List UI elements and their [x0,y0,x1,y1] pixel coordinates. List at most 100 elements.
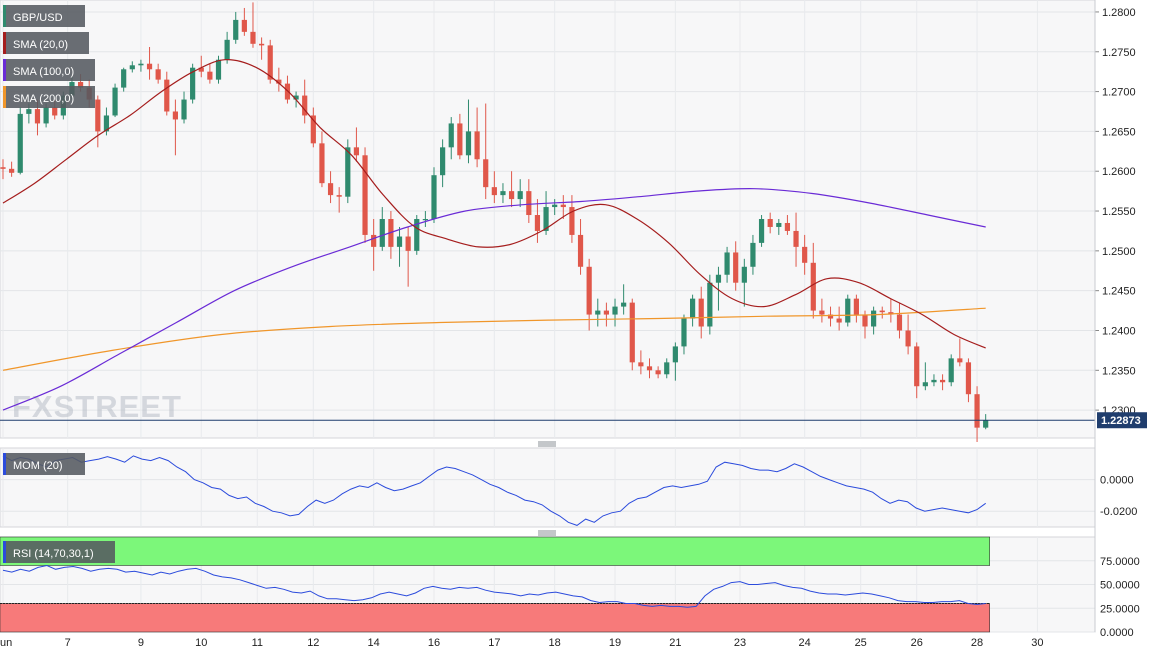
candle-down [819,310,825,315]
x-tick-label: 11 [252,637,263,649]
last-price-tag-bg [1097,412,1147,429]
candle-up [138,63,144,66]
candle-up [690,298,696,319]
candle-down [319,143,325,184]
candle-down [276,79,282,84]
candle-down [586,266,592,315]
candle-down [241,19,247,32]
x-tick-label: 19 [609,637,621,649]
candle-up [440,147,446,176]
candle-down [52,107,58,116]
candle-up [129,65,135,70]
candle-up [595,310,601,315]
candle-down [836,318,842,323]
candle-down [569,207,575,235]
candle-up [612,306,618,315]
candle-down [810,262,816,311]
candle-up [948,358,954,383]
candlestick-series [0,2,989,442]
candle-down [733,252,739,283]
candle-up [983,420,989,428]
candle-down [896,314,903,331]
candle-down [957,358,963,363]
legend-mom: MOM (20) [3,453,85,475]
candle-up [233,19,239,40]
legend-symbol-label: GBP/USD [13,12,63,24]
x-tick-label: 26 [911,637,923,649]
candle-down [577,234,584,267]
candle-down [310,115,316,144]
candle-down [371,234,377,247]
candle-up [215,59,222,80]
candle-up [345,147,351,197]
y-tick-label: 1.2800 [1102,7,1136,19]
candle-up [112,87,118,116]
candle-up [103,115,110,132]
candle-up [396,236,403,247]
x-axis: un 7 9 10 11 12 14 16 17 18 19 21 23 24 25 26 28 30 [0,637,1044,649]
candle-up [552,204,558,208]
candle-up [448,123,454,148]
candle-down [914,346,920,387]
candle-up [707,282,713,327]
legend-mom-bg [3,453,85,475]
candle-up [758,219,765,243]
mom-line [2,455,986,526]
legend-symbol-swatch [3,5,6,27]
panel-resize-handle [538,441,556,447]
candle-down [655,370,661,375]
candle-up [724,252,730,275]
legend-sma200: SMA (200,0) [3,86,95,108]
candle-up [500,191,506,196]
candle-down [784,222,791,231]
candle-down [638,362,644,367]
candle-up [871,310,877,327]
candle-up [43,107,49,124]
legend-rsi-label: RSI (14,70,30,1) [13,548,94,560]
legend-sma100: SMA (100,0) [3,59,95,81]
candle-up [922,382,928,387]
candle-down [560,204,566,208]
x-tick-label: 23 [734,637,746,649]
y-tick-label: 1.2550 [1102,206,1136,218]
candle-up [414,219,420,251]
candle-up [741,266,747,283]
legend-rsi-bg [3,541,115,563]
x-tick-label: un [0,637,12,649]
y-axes: 1.2800 1.2750 1.2700 1.2650 1.2600 1.2550 1.25… [1094,0,1147,639]
x-tick-label: 18 [549,637,561,649]
candle-down [302,95,308,116]
candle-down [77,82,84,88]
candle-up [621,302,627,307]
panel-mom-bg [0,447,1096,528]
candle-down [974,394,980,428]
y-tick-label: 1.2350 [1102,365,1136,377]
x-tick-label: 9 [138,637,144,649]
legend: GBP/USD SMA (20,0) SMA (100,0) SMA (200,0) M… [3,5,115,563]
candle-down [155,69,161,80]
candle-down [526,191,532,216]
candle-up [431,175,437,219]
candle-down [905,330,911,347]
candle-up [845,298,851,323]
legend-mom-label: MOM (20) [13,460,63,472]
legend-sma200-swatch [3,86,6,108]
candle-down [491,187,497,196]
x-tick-label: 28 [971,637,983,649]
watermark: FXSTREET [12,389,182,424]
candle-up [121,69,127,88]
candle-down [250,31,256,44]
x-tick-label: 25 [855,637,867,649]
y-tick-label: 1.2700 [1102,87,1136,99]
candle-down [405,236,411,251]
candle-up [190,67,196,100]
sma100-line [2,188,986,411]
legend-sma20: SMA (20,0) [3,32,89,54]
rsi-oversold-zone [0,603,990,633]
y-tick-label: 1.2750 [1102,47,1136,59]
candle-down [508,191,515,200]
candle-up [931,379,937,383]
candle-down [362,155,368,235]
legend-sma20-swatch [3,32,6,54]
